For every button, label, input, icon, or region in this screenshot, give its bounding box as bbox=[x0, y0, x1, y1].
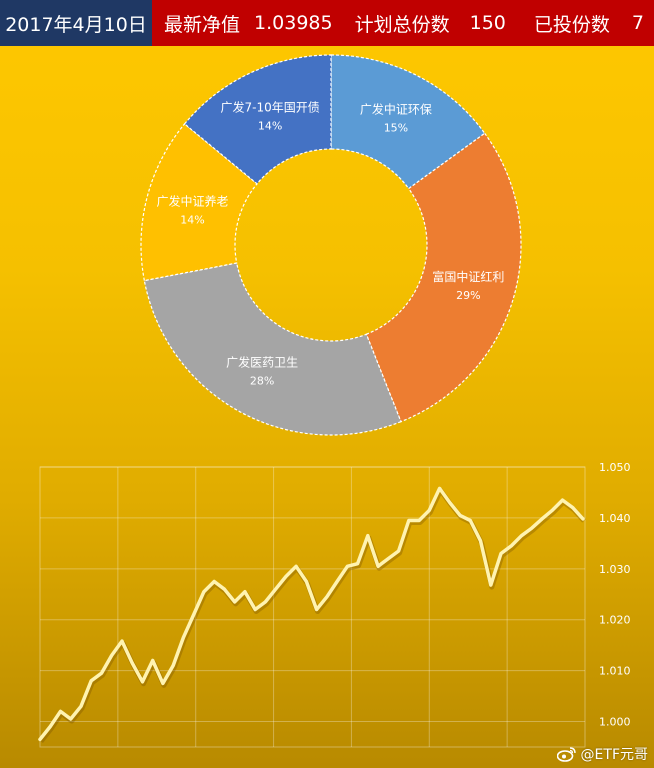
nav-point bbox=[254, 608, 256, 611]
y-tick-label: 1.050 bbox=[599, 461, 631, 474]
date-label: 2017年4月10日 bbox=[5, 13, 147, 36]
nav-point bbox=[203, 590, 205, 593]
nav-point bbox=[459, 514, 461, 517]
nav-point bbox=[305, 580, 308, 583]
nav-value: 1.03985 bbox=[254, 12, 333, 34]
nav-point bbox=[387, 557, 390, 560]
y-tick-label: 1.030 bbox=[599, 563, 631, 576]
nav-point bbox=[377, 565, 379, 568]
nav-point bbox=[274, 588, 277, 590]
nav-point bbox=[326, 596, 328, 598]
nav-point bbox=[69, 718, 72, 720]
watermark: @ETF元哥 bbox=[556, 744, 648, 764]
nav-point bbox=[49, 725, 52, 728]
nav-point bbox=[408, 519, 410, 522]
nav-point bbox=[162, 682, 164, 685]
nav-point bbox=[295, 565, 297, 568]
donut-slice-4 bbox=[183, 54, 332, 185]
nav-point bbox=[233, 601, 236, 603]
donut-slice-label-2: 广发医药卫生 bbox=[226, 354, 298, 369]
nav-point bbox=[561, 499, 564, 501]
nav-point bbox=[479, 540, 482, 542]
nav-point bbox=[541, 518, 543, 520]
nav-point bbox=[110, 654, 113, 657]
invested-value: 7 bbox=[631, 12, 644, 34]
allocation-donut-chart: 广发中证环保 15% 富国中证红利 29% 广发医药卫生 28% 广发中证养老 14% 广发7-… bbox=[140, 54, 522, 436]
donut-slice-percent-0: 15% bbox=[384, 122, 408, 135]
donut-slice-label-1: 富国中证红利 bbox=[432, 269, 504, 284]
nav-point bbox=[428, 509, 431, 512]
nav-line-shadow bbox=[39, 487, 586, 743]
nav-line-chart: 1.050 1.040 1.030 1.020 1.010 1.000 bbox=[38, 461, 631, 748]
nav-point bbox=[264, 601, 267, 603]
plot-area bbox=[39, 466, 586, 748]
nav-point bbox=[582, 518, 584, 520]
donut-slice-0 bbox=[330, 54, 486, 190]
nav-point bbox=[500, 552, 502, 555]
donut-slice-percent-1: 29% bbox=[456, 289, 480, 302]
nav-point bbox=[244, 590, 246, 593]
header-bar: 2017年4月10日 最新净值 1.03985 计划总份数 150 已投份数 7 bbox=[0, 0, 654, 46]
donut-slice-2 bbox=[143, 262, 402, 436]
nav-point bbox=[449, 501, 451, 504]
donut-slice-label-4: 广发7-10年国开债 bbox=[220, 100, 319, 115]
nav-point bbox=[213, 580, 215, 583]
invested-label: 已投份数 bbox=[533, 13, 610, 36]
nav-label: 最新净值 bbox=[164, 13, 241, 36]
nav-point bbox=[285, 575, 287, 578]
donut-slice-percent-3: 14% bbox=[180, 213, 204, 226]
nav-line bbox=[38, 486, 585, 742]
nav-point bbox=[131, 662, 134, 664]
nav-point bbox=[336, 580, 338, 583]
nav-point bbox=[346, 565, 349, 568]
y-tick-label: 1.010 bbox=[599, 665, 631, 678]
plan-value: 150 bbox=[469, 12, 506, 34]
nav-point bbox=[223, 588, 226, 590]
donut-slice-percent-2: 28% bbox=[250, 374, 274, 387]
nav-point bbox=[367, 534, 369, 537]
nav-point bbox=[469, 519, 472, 522]
nav-point bbox=[315, 608, 318, 611]
nav-point bbox=[356, 562, 359, 565]
date-box: 2017年4月10日 bbox=[0, 0, 153, 46]
nav-point bbox=[438, 487, 441, 490]
y-tick-label: 1.000 bbox=[599, 716, 631, 729]
nav-point bbox=[551, 509, 554, 512]
y-tick-label: 1.040 bbox=[599, 512, 631, 525]
plan-label: 计划总份数 bbox=[354, 13, 450, 36]
donut-slice-1 bbox=[365, 132, 522, 423]
donut-slice-3 bbox=[140, 123, 258, 282]
nav-point bbox=[90, 680, 93, 682]
donut-slice-percent-4: 14% bbox=[258, 120, 282, 133]
nav-point bbox=[571, 506, 574, 509]
nav-point bbox=[141, 681, 144, 683]
watermark-text: @ETF元哥 bbox=[580, 747, 648, 763]
y-tick-label: 1.020 bbox=[599, 614, 631, 627]
nav-point bbox=[530, 527, 533, 529]
nav-point bbox=[182, 636, 185, 639]
nav-point bbox=[39, 738, 41, 741]
nav-point bbox=[121, 640, 123, 642]
nav-point bbox=[192, 613, 195, 616]
nav-point bbox=[510, 545, 513, 547]
donut-slice-label-3: 广发中证养老 bbox=[156, 193, 228, 208]
stats-bar: 最新净值 1.03985 计划总份数 150 已投份数 7 bbox=[152, 0, 654, 46]
nav-point bbox=[489, 584, 492, 586]
nav-point bbox=[397, 550, 400, 552]
nav-point bbox=[151, 659, 154, 662]
donut-slice-label-0: 广发中证环保 bbox=[360, 102, 432, 117]
nav-point bbox=[172, 664, 174, 667]
nav-point bbox=[520, 534, 523, 537]
nav-point bbox=[100, 672, 103, 674]
weibo-icon bbox=[556, 747, 576, 762]
nav-point bbox=[80, 705, 82, 708]
nav-point bbox=[59, 710, 62, 713]
nav-point bbox=[418, 519, 420, 522]
